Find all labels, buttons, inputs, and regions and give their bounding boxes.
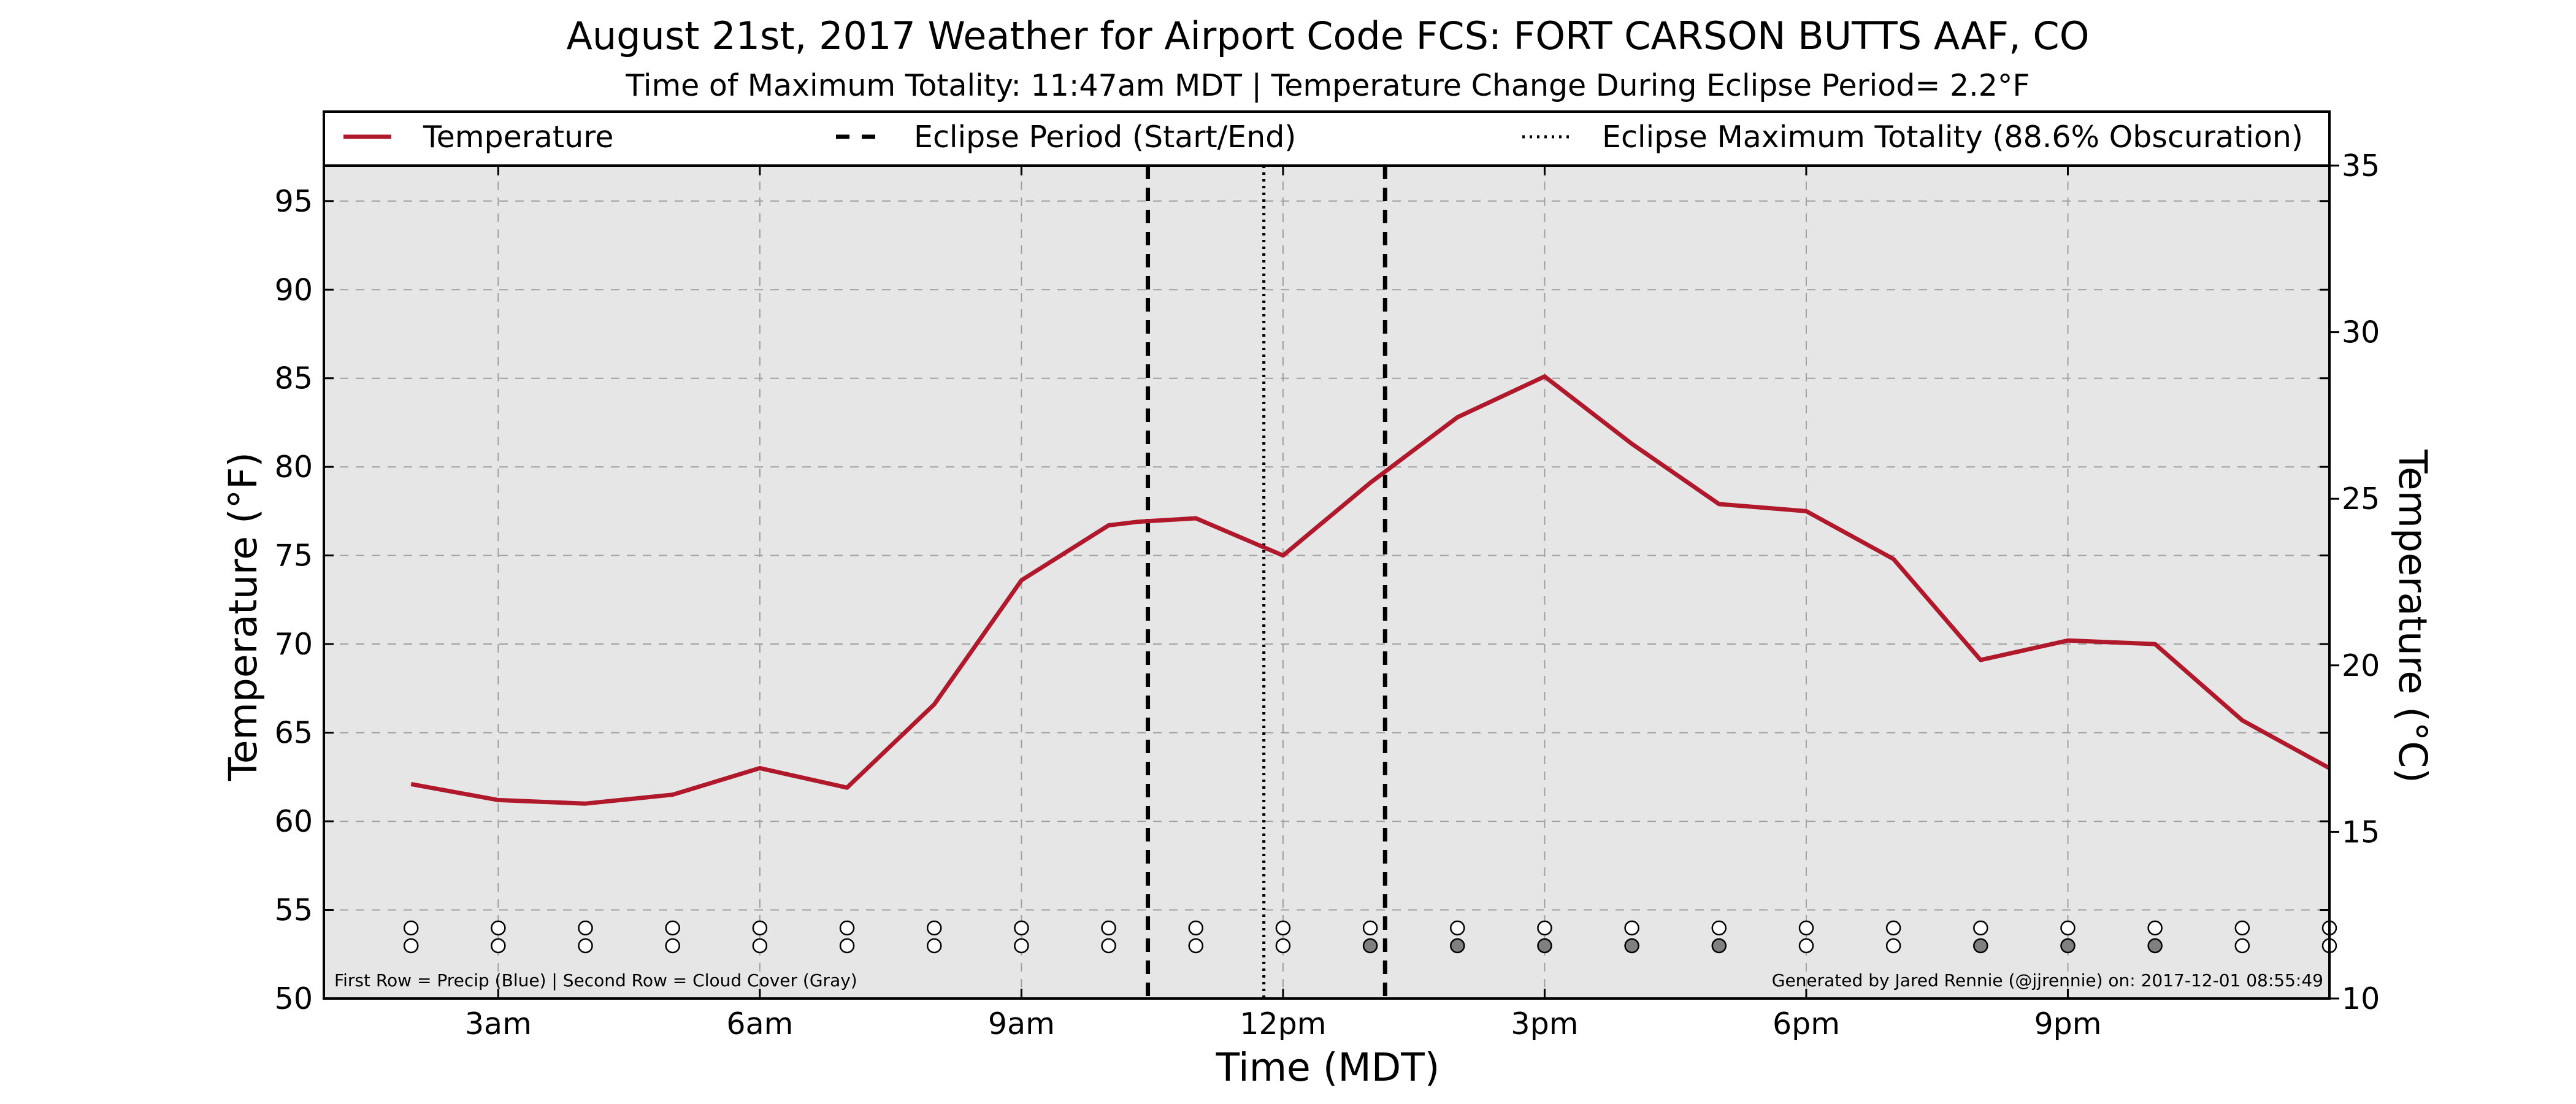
cloud-cover-marker bbox=[1798, 938, 1814, 954]
cloud-cover-marker bbox=[665, 938, 680, 954]
x-tick-label: 12pm bbox=[1240, 1006, 1326, 1041]
x-tick-label: 9pm bbox=[2034, 1006, 2101, 1041]
precip-marker bbox=[1711, 920, 1727, 936]
precip-marker bbox=[1537, 920, 1552, 936]
legend-box bbox=[323, 110, 2331, 167]
cloud-cover-marker bbox=[1362, 938, 1378, 954]
temperature-series-line bbox=[410, 374, 2331, 806]
precip-marker bbox=[1450, 920, 1465, 936]
cloud-cover-marker bbox=[1450, 938, 1465, 954]
x-tick-label: 3am bbox=[465, 1006, 532, 1041]
cloud-cover-marker bbox=[1101, 938, 1116, 954]
y-right-tick-label: 35 bbox=[2342, 148, 2380, 183]
cloud-cover-marker bbox=[1973, 938, 1988, 954]
precip-marker bbox=[2234, 920, 2250, 936]
y-tick-label: 75 bbox=[275, 539, 313, 573]
cloud-cover-marker bbox=[1624, 938, 1639, 954]
chart-title: August 21st, 2017 Weather for Airport Co… bbox=[566, 13, 2089, 58]
plot-background bbox=[324, 166, 2329, 999]
precip-marker bbox=[1973, 920, 1988, 936]
precip-marker bbox=[752, 920, 768, 936]
y-right-tick-label: 15 bbox=[2342, 815, 2380, 849]
y-axis-label-left: Temperature (°F) bbox=[221, 452, 266, 781]
precip-marker bbox=[665, 920, 680, 936]
precip-marker bbox=[2147, 920, 2163, 936]
plot-area: 50 55 60 65 70 75 80 85 90 95 10 15 20 25 30 35 3am 6am 9a… bbox=[275, 148, 2380, 1041]
x-tick-label: 6am bbox=[726, 1006, 793, 1041]
y-tick-label: 90 bbox=[275, 272, 313, 307]
footnote-right: Generated by Jared Rennie (@jjrennie) on… bbox=[1772, 970, 2323, 991]
precip-marker bbox=[1798, 920, 1814, 936]
y-right-tick-label: 10 bbox=[2342, 981, 2380, 1016]
y-tick-label: 95 bbox=[275, 184, 313, 219]
precip-marker bbox=[1624, 920, 1639, 936]
precip-marker bbox=[1101, 920, 1116, 936]
cloud-cover-marker bbox=[578, 938, 593, 954]
legend-label-eclipse-period: Eclipse Period (Start/End) bbox=[914, 120, 1296, 155]
precip-marker bbox=[1362, 920, 1378, 936]
precip-marker bbox=[1014, 920, 1029, 936]
legend: Temperature Eclipse Period (Start/End) E… bbox=[323, 110, 2331, 167]
precip-marker bbox=[578, 920, 593, 936]
cloud-cover-marker bbox=[1188, 938, 1203, 954]
precip-marker bbox=[839, 920, 855, 936]
y-tick-label: 50 bbox=[275, 981, 313, 1016]
cloud-cover-marker bbox=[1275, 938, 1291, 954]
y-axis-label-right: Temperature (°C) bbox=[2390, 449, 2435, 783]
cloud-cover-marker bbox=[839, 938, 855, 954]
precip-marker bbox=[2060, 920, 2076, 936]
footnote-left: First Row = Precip (Blue) | Second Row =… bbox=[334, 970, 857, 991]
precip-marker bbox=[1885, 920, 1901, 936]
cloud-cover-marker bbox=[2147, 938, 2163, 954]
cloud-cover-marker bbox=[752, 938, 768, 954]
cloud-cover-marker bbox=[1885, 938, 1901, 954]
y-tick-label: 65 bbox=[275, 716, 313, 751]
x-tick-label: 6pm bbox=[1773, 1006, 1840, 1041]
x-tick-label: 9am bbox=[988, 1006, 1055, 1041]
y-right-tick-label: 20 bbox=[2342, 648, 2380, 683]
x-tick-label: 3pm bbox=[1511, 1006, 1578, 1041]
cloud-cover-marker bbox=[403, 938, 419, 954]
y-right-tick-label: 30 bbox=[2342, 315, 2380, 350]
cloud-cover-marker bbox=[926, 938, 942, 954]
y-tick-label: 60 bbox=[275, 804, 313, 839]
legend-label-eclipse-max: Eclipse Maximum Totality (88.6% Obscurat… bbox=[1602, 120, 2303, 155]
legend-label-temperature: Temperature bbox=[423, 120, 613, 155]
y-tick-label: 70 bbox=[275, 627, 313, 662]
y-tick-label: 55 bbox=[275, 893, 313, 928]
precip-marker bbox=[403, 920, 419, 936]
chart-subtitle: Time of Maximum Totality: 11:47am MDT | … bbox=[625, 68, 2030, 103]
cloud-cover-marker bbox=[2060, 938, 2076, 954]
cloud-cover-marker bbox=[1711, 938, 1727, 954]
x-axis-label: Time (MDT) bbox=[1216, 1045, 1440, 1090]
cloud-cover-marker bbox=[1537, 938, 1552, 954]
cloud-cover-marker bbox=[491, 938, 506, 954]
y-right-tick-label: 25 bbox=[2342, 481, 2380, 516]
precip-marker bbox=[491, 920, 506, 936]
precip-marker bbox=[1275, 920, 1291, 936]
y-tick-label: 80 bbox=[275, 450, 313, 485]
cloud-cover-marker bbox=[2234, 938, 2250, 954]
precip-marker bbox=[926, 920, 942, 936]
precip-marker bbox=[1188, 920, 1203, 936]
cloud-cover-marker bbox=[1014, 938, 1029, 954]
y-tick-label: 85 bbox=[275, 361, 313, 396]
